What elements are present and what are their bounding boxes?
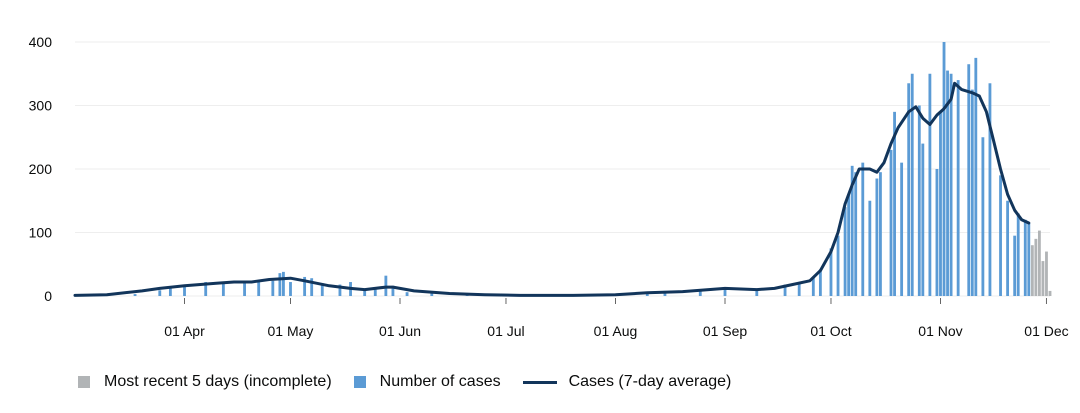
- case-bar: [921, 143, 925, 296]
- case-bar: [836, 235, 840, 296]
- case-bar: [942, 42, 946, 296]
- case-bar: [879, 172, 882, 296]
- case-bar: [257, 280, 261, 296]
- case-bar: [875, 178, 879, 296]
- case-bar: [981, 137, 985, 296]
- x-tick-label: 01 Dec: [1024, 323, 1068, 339]
- y-tick-label: 100: [29, 225, 53, 241]
- x-tick-label: 01 Oct: [810, 323, 851, 339]
- case-bar: [949, 73, 953, 296]
- case-bar: [133, 294, 137, 296]
- case-bar: [928, 73, 932, 296]
- case-bar: [847, 194, 851, 296]
- case-bar: [854, 172, 858, 296]
- case-bar: [158, 290, 162, 296]
- x-tick-label: 01 Apr: [164, 323, 205, 339]
- case-bar: [797, 282, 801, 296]
- case-bar: [391, 285, 395, 296]
- y-tick-label: 200: [29, 161, 53, 177]
- case-bar: [1030, 245, 1034, 296]
- x-tick-label: 01 Jun: [379, 323, 421, 339]
- case-bar: [889, 149, 893, 296]
- legend-item-incomplete[interactable]: Most recent 5 days (incomplete): [78, 373, 332, 391]
- case-bar: [974, 57, 978, 296]
- case-bar: [935, 169, 939, 296]
- case-bar: [698, 289, 702, 296]
- case-bar: [168, 288, 172, 296]
- case-bar: [1023, 219, 1027, 296]
- legend-item-average[interactable]: Cases (7-day average): [522, 373, 732, 391]
- case-bar: [755, 288, 759, 296]
- case-bar: [1045, 251, 1048, 296]
- case-bar: [243, 283, 246, 296]
- case-bar: [910, 73, 914, 296]
- legend-swatch-average: [522, 380, 557, 384]
- case-bar: [1037, 230, 1041, 296]
- case-bar: [861, 162, 865, 296]
- average-line: [73, 81, 1031, 297]
- case-bar: [373, 289, 377, 296]
- case-bar: [900, 162, 904, 296]
- legend-swatch-incomplete: [78, 376, 90, 388]
- case-bar: [811, 276, 815, 296]
- case-bar: [783, 284, 787, 296]
- case-bar: [338, 284, 342, 296]
- legend-item-cases[interactable]: Number of cases: [353, 373, 501, 391]
- case-bar: [282, 271, 285, 296]
- legend-swatch-cases: [353, 376, 366, 388]
- case-bar: [1027, 222, 1031, 296]
- case-bar: [868, 200, 872, 296]
- case-bar: [850, 165, 854, 296]
- case-bar: [907, 83, 911, 297]
- case-bar: [271, 280, 275, 296]
- case-bar: [204, 282, 208, 296]
- legend-label-incomplete: Most recent 5 days (incomplete): [104, 373, 332, 390]
- x-tick-label: 01 Jul: [487, 323, 524, 339]
- case-bar: [988, 83, 992, 297]
- case-bar: [183, 285, 186, 296]
- case-bar: [999, 175, 1002, 296]
- case-bar: [320, 283, 324, 296]
- chart-legend: Most recent 5 days (incomplete) Number o…: [78, 373, 753, 391]
- x-tick-label: 01 Nov: [918, 323, 962, 339]
- case-bar: [645, 292, 649, 296]
- case-bar: [1013, 235, 1017, 296]
- x-tick-label: 01 May: [268, 323, 314, 339]
- y-tick-label: 400: [29, 34, 53, 50]
- case-bar: [310, 278, 314, 296]
- case-bar: [303, 276, 307, 296]
- legend-label-average: Cases (7-day average): [568, 373, 732, 390]
- case-bar: [430, 293, 434, 296]
- y-tick-label: 300: [29, 98, 53, 114]
- case-bar: [843, 207, 847, 296]
- case-bar: [829, 248, 833, 296]
- case-bar: [893, 111, 896, 296]
- case-bar: [970, 89, 974, 296]
- case-bar: [1048, 290, 1052, 296]
- chart-canvas: 0 100 200 300 400 01 Apr 01 May 01 Jun 01 Jul 01 …: [29, 34, 1069, 339]
- case-bar: [405, 292, 409, 296]
- case-bar: [363, 288, 367, 296]
- case-bar: [818, 269, 822, 296]
- case-bar: [1006, 200, 1010, 296]
- case-bar: [1041, 261, 1045, 296]
- case-bar: [289, 282, 292, 296]
- case-bar: [1016, 213, 1020, 296]
- case-bar: [1034, 238, 1038, 296]
- case-bar: [917, 105, 921, 296]
- case-bar: [723, 287, 727, 296]
- case-bar: [946, 70, 949, 296]
- x-tick-label: 01 Aug: [594, 323, 638, 339]
- legend-label-cases: Number of cases: [379, 373, 501, 390]
- case-bar: [956, 80, 960, 296]
- y-tick-label: 0: [44, 288, 52, 304]
- x-tick-label: 01 Sep: [703, 323, 748, 339]
- case-bar: [967, 64, 971, 296]
- case-bar: [278, 273, 282, 296]
- case-bar: [221, 282, 225, 296]
- case-bar: [939, 111, 942, 296]
